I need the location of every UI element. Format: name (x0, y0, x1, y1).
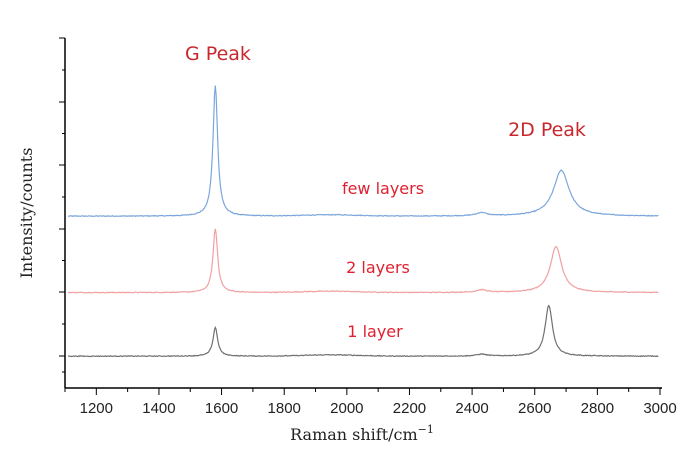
x-tick-label: 3000 (643, 400, 676, 417)
x-tick-label: 2200 (393, 400, 426, 417)
x-axis-label-text: Raman shift/cm (290, 425, 418, 444)
y-axis-label: Intensity/counts (17, 148, 36, 279)
x-tick-label: 2800 (581, 400, 614, 417)
chart-labels: few layers 2 layers 1 layer Raman shift/cm−… (17, 43, 586, 444)
x-tick-label: 1800 (268, 400, 301, 417)
series-label-few-layers: few layers (342, 179, 424, 198)
x-tick-label: 2600 (518, 400, 551, 417)
g-peak-label: G Peak (185, 43, 251, 65)
x-tick-label: 1400 (142, 400, 175, 417)
x-tick-label: 2000 (330, 400, 363, 417)
plot-area (67, 85, 659, 358)
series-line-few-layers (67, 85, 659, 218)
series-line-2-layers (67, 228, 659, 294)
x-tick-label: 1600 (205, 400, 238, 417)
x-tick-label: 2400 (455, 400, 488, 417)
x-axis-label: Raman shift/cm−1 (290, 423, 434, 444)
series-label-1-layer: 1 layer (347, 322, 403, 341)
x-tick-label: 1200 (80, 400, 113, 417)
x-axis-label-exponent: −1 (418, 423, 434, 436)
2d-peak-label: 2D Peak (508, 119, 586, 141)
axes: 1200 1400 1600 1800 2000 2200 2400 2600 2800 3000 (59, 37, 677, 417)
series-label-2-layers: 2 layers (346, 258, 410, 277)
series-line-1-layer (67, 304, 659, 358)
